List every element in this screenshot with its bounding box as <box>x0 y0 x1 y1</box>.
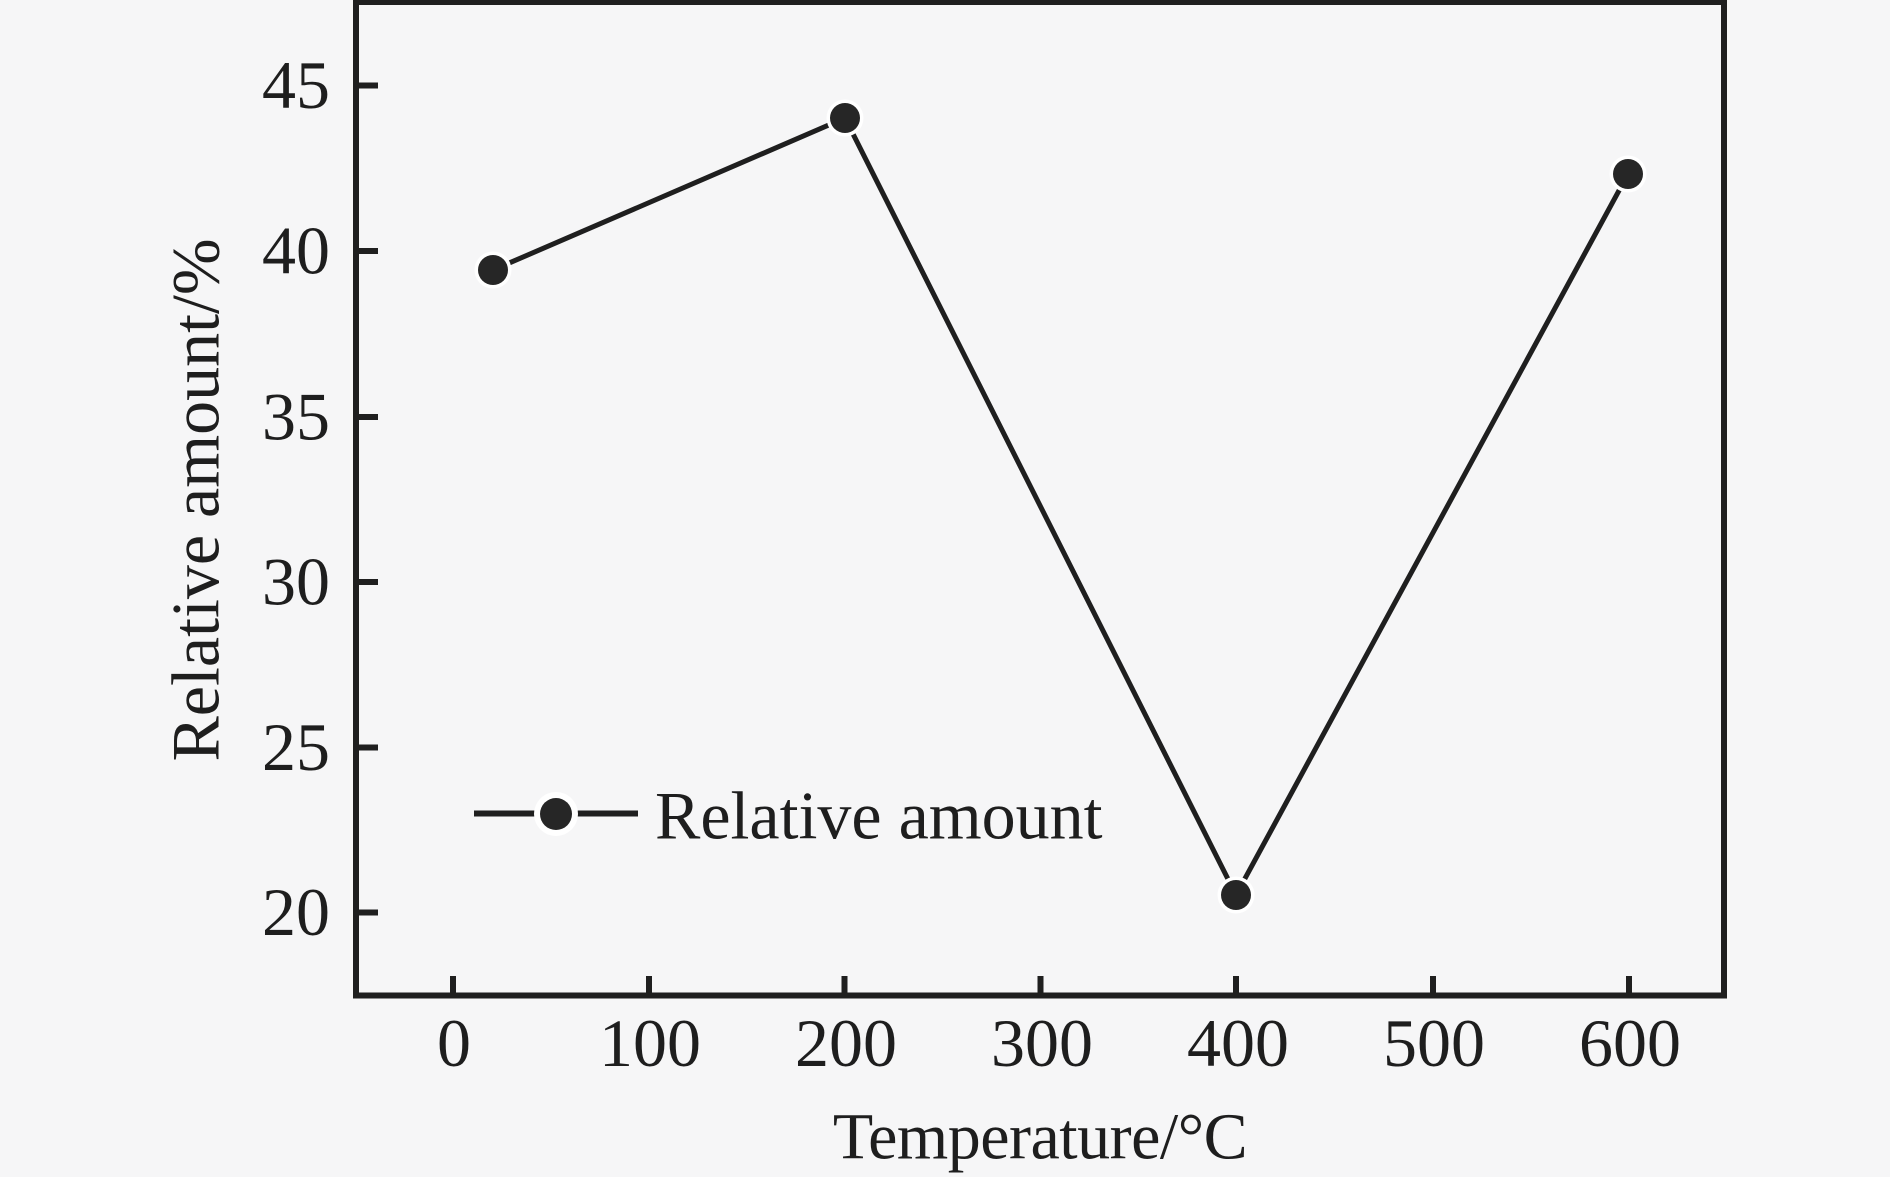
svg-text:Relative amount/%: Relative amount/% <box>158 238 234 761</box>
svg-text:0: 0 <box>437 1005 471 1081</box>
svg-text:300: 300 <box>991 1005 1093 1081</box>
svg-text:45: 45 <box>262 47 330 123</box>
svg-text:20: 20 <box>262 874 330 950</box>
svg-text:35: 35 <box>262 379 330 455</box>
svg-text:Relative amount: Relative amount <box>655 778 1103 854</box>
svg-text:25: 25 <box>262 709 330 785</box>
svg-text:100: 100 <box>599 1005 701 1081</box>
svg-text:500: 500 <box>1383 1005 1485 1081</box>
svg-text:400: 400 <box>1187 1005 1289 1081</box>
svg-text:200: 200 <box>795 1005 897 1081</box>
svg-text:Temperature/°C: Temperature/°C <box>833 1101 1247 1174</box>
svg-text:600: 600 <box>1579 1005 1681 1081</box>
svg-text:40: 40 <box>262 213 330 289</box>
svg-text:30: 30 <box>262 544 330 620</box>
